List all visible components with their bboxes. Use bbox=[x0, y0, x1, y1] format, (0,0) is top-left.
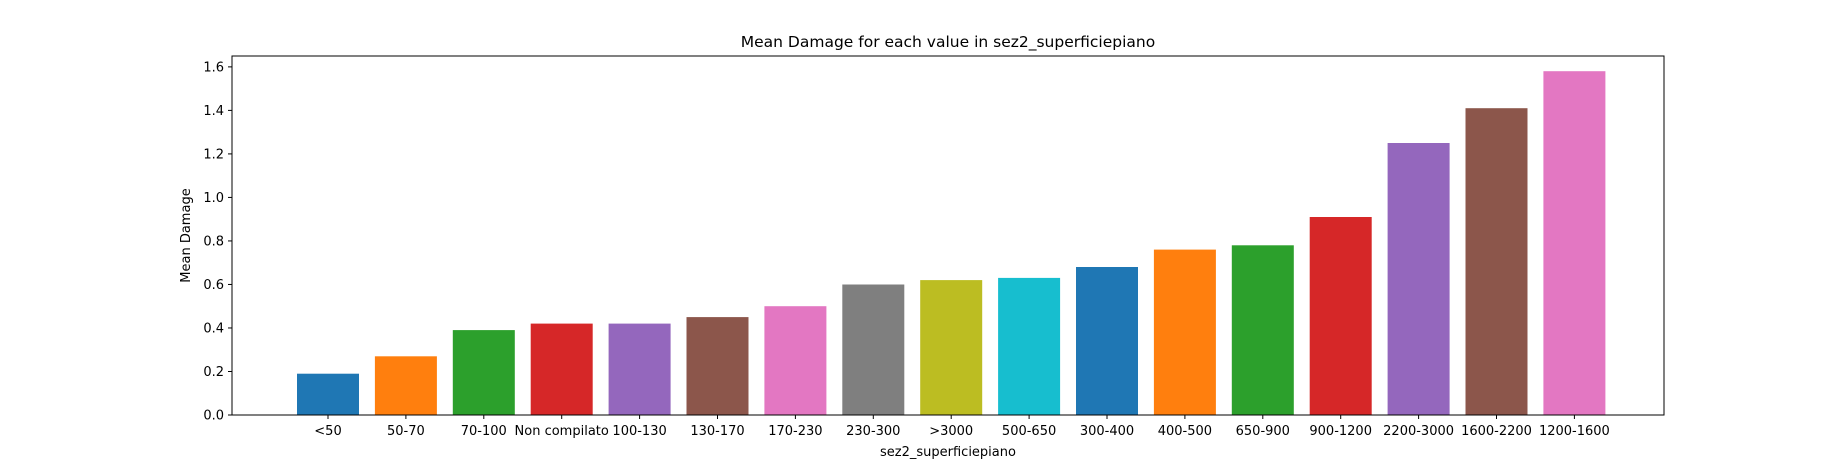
bar-13 bbox=[1309, 217, 1372, 415]
x-tick-label: 500-650 bbox=[1002, 424, 1056, 439]
bar-16 bbox=[1543, 71, 1606, 415]
x-tick-label: 230-300 bbox=[846, 424, 900, 439]
plot-frame bbox=[231, 55, 1665, 416]
y-tick-label: 1.2 bbox=[203, 147, 224, 162]
x-tick-label: 100-130 bbox=[612, 424, 666, 439]
bar-4 bbox=[608, 323, 671, 415]
bar-10 bbox=[1076, 267, 1138, 415]
x-tick-label: 2200-3000 bbox=[1383, 424, 1454, 439]
y-tick-label: 0.4 bbox=[203, 321, 224, 336]
bar-2 bbox=[452, 330, 515, 415]
bar-14 bbox=[1387, 143, 1450, 415]
x-axis-ticks: <50 50-70 70-100 Non compilato 100-130 130-17… bbox=[314, 415, 1610, 439]
x-tick-label: 900-1200 bbox=[1309, 424, 1372, 439]
chart-title: Mean Damage for each value in sez2_super… bbox=[741, 33, 1155, 52]
x-tick-label: Non compilato bbox=[515, 424, 609, 439]
bar-12 bbox=[1231, 245, 1294, 415]
x-tick-label: >3000 bbox=[929, 424, 973, 439]
x-tick-label: 1200-1600 bbox=[1539, 424, 1610, 439]
x-axis-label: sez2_superficiepiano bbox=[880, 445, 1016, 460]
y-tick-label: 1.6 bbox=[203, 60, 224, 75]
y-tick-label: 0.6 bbox=[203, 278, 224, 293]
y-axis-ticks: 0.0 0.2 0.4 0.6 0.8 1.0 1.2 1.4 1.6 bbox=[203, 60, 232, 424]
y-tick-label: 0.2 bbox=[203, 365, 224, 380]
bar-11 bbox=[1153, 249, 1216, 415]
bar-8 bbox=[920, 280, 983, 415]
x-tick-label: 130-170 bbox=[690, 424, 744, 439]
x-tick-label: 400-500 bbox=[1158, 424, 1212, 439]
bar-0 bbox=[297, 373, 359, 415]
x-tick-label: 300-400 bbox=[1080, 424, 1134, 439]
x-tick-label: 170-230 bbox=[768, 424, 822, 439]
y-tick-label: 1.0 bbox=[203, 191, 224, 206]
bar-1 bbox=[374, 356, 437, 415]
x-tick-label: 70-100 bbox=[461, 424, 507, 439]
bar-3 bbox=[530, 323, 593, 415]
bars-layer bbox=[297, 71, 1606, 415]
x-tick-label: 1600-2200 bbox=[1461, 424, 1532, 439]
bar-7 bbox=[842, 284, 905, 415]
x-tick-label: 650-900 bbox=[1236, 424, 1290, 439]
x-tick-label: 50-70 bbox=[387, 424, 425, 439]
y-tick-label: 1.4 bbox=[203, 104, 224, 119]
y-tick-label: 0.8 bbox=[203, 234, 224, 249]
bar-5 bbox=[686, 317, 749, 415]
y-axis-label: Mean Damage bbox=[179, 188, 194, 282]
bar-9 bbox=[998, 277, 1061, 415]
bar-15 bbox=[1465, 108, 1528, 415]
bar-6 bbox=[764, 306, 827, 415]
y-tick-label: 0.0 bbox=[203, 409, 224, 424]
x-tick-label: <50 bbox=[314, 424, 341, 439]
